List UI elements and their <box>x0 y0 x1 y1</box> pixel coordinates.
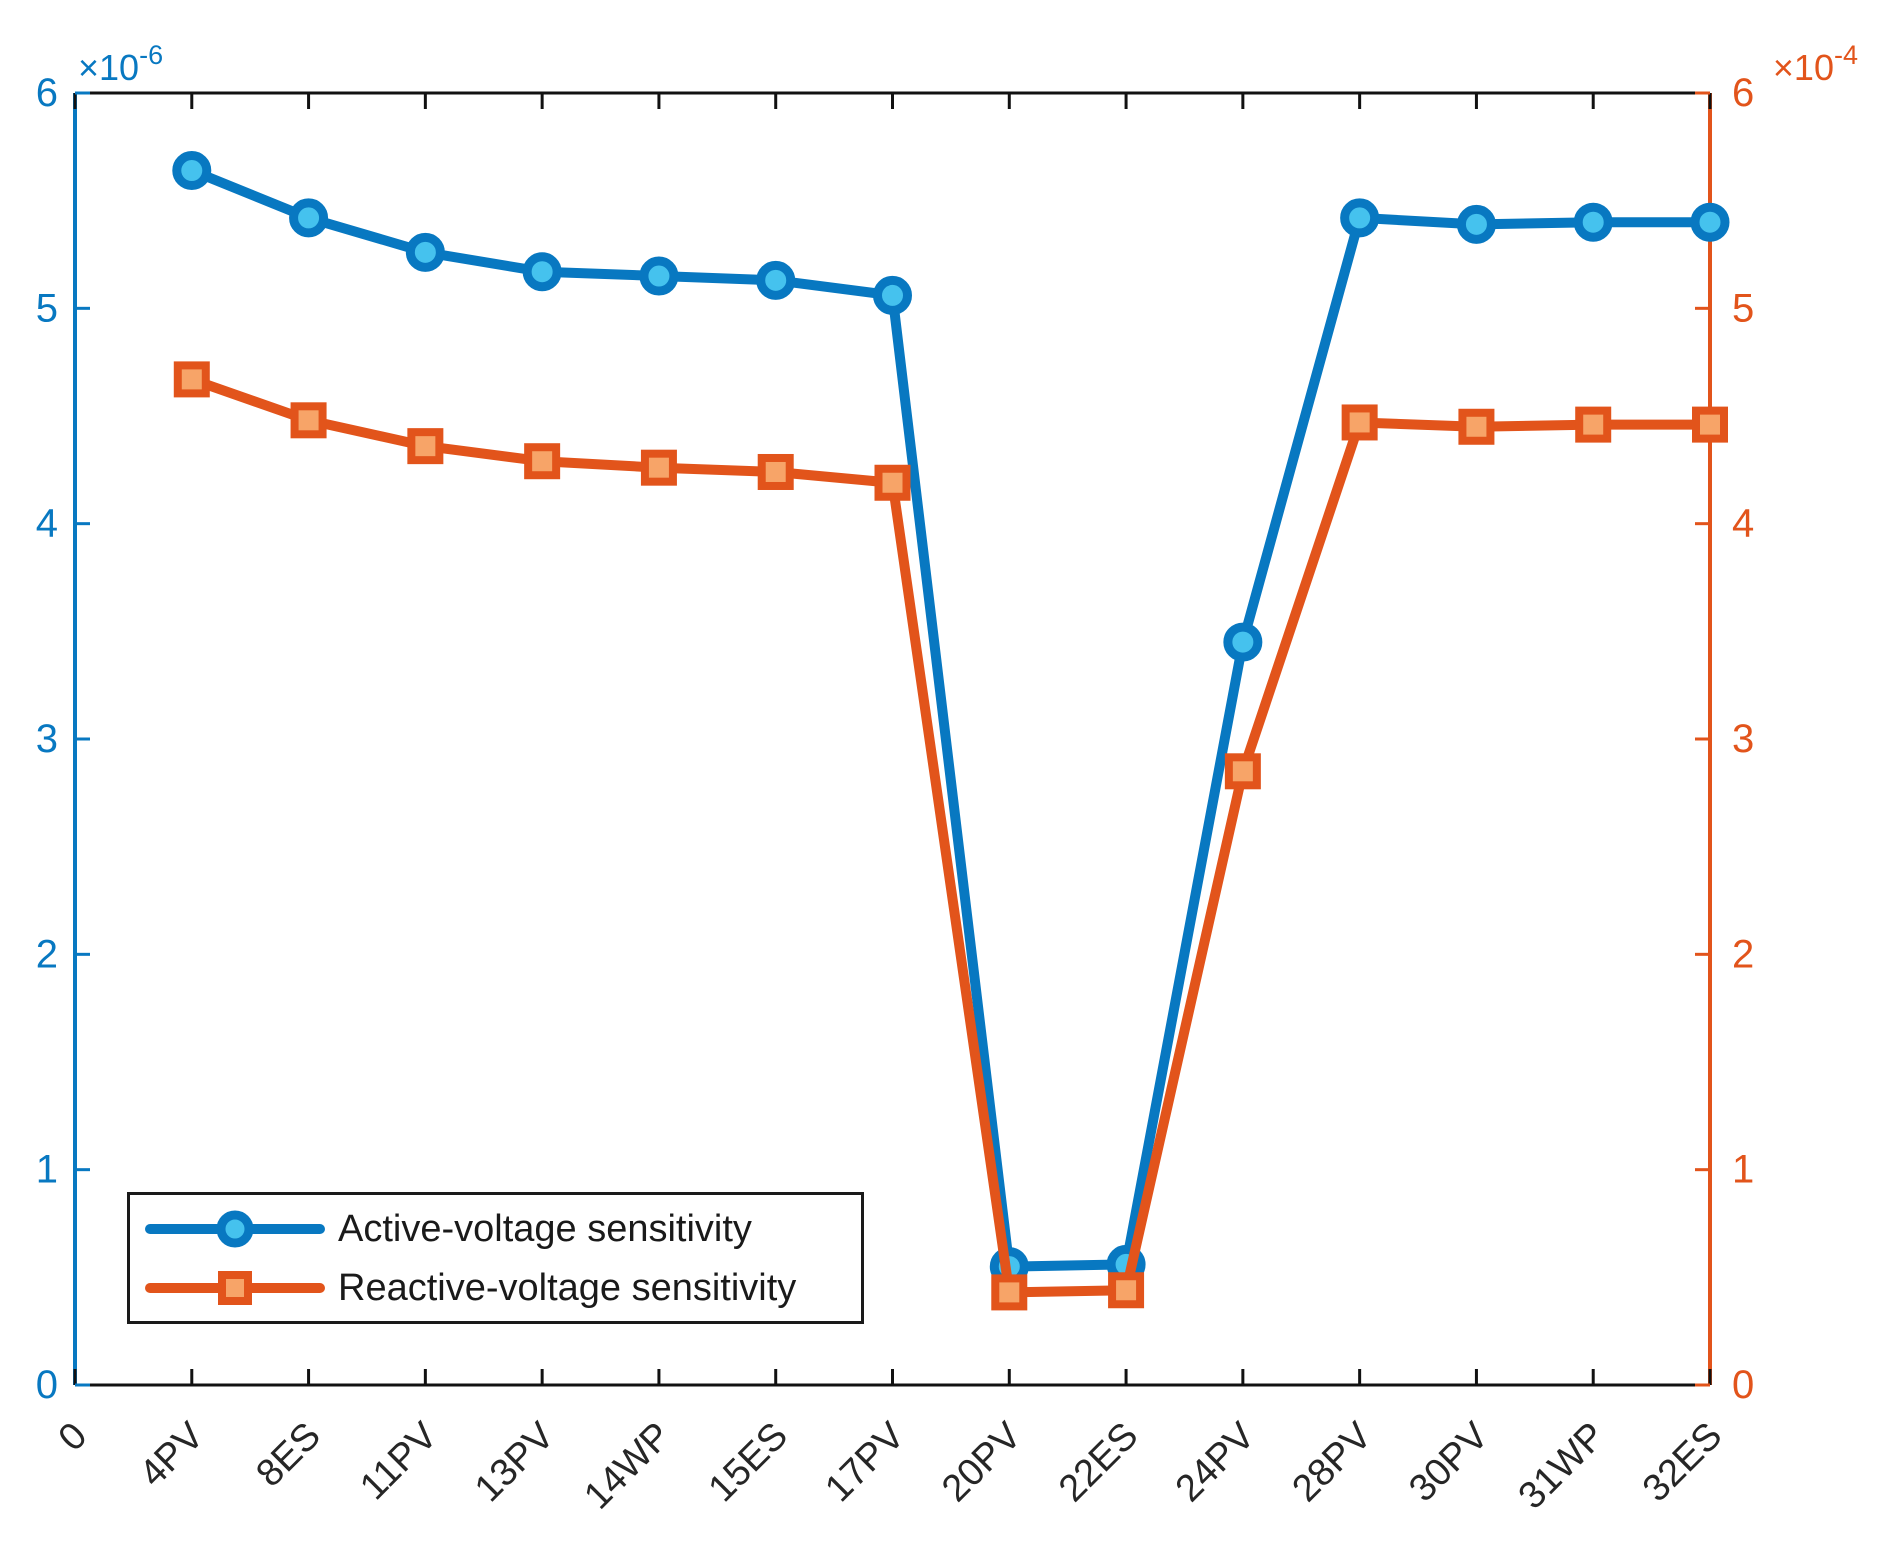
y-tick-label-left: 6 <box>36 71 58 115</box>
data-point-circle <box>1573 202 1613 242</box>
data-point-square <box>1224 753 1261 790</box>
series-line <box>186 374 1715 1298</box>
data-point-circle <box>522 252 562 292</box>
y-tick-label-right: 5 <box>1732 286 1754 330</box>
x-tick-label: 17PV <box>817 1414 913 1510</box>
series-active-voltage <box>172 151 1730 1287</box>
data-point-circle <box>1456 204 1496 244</box>
data-point-square <box>173 361 210 398</box>
y-tick-label-right: 2 <box>1732 932 1754 976</box>
x-tick-label: 4PV <box>132 1414 213 1495</box>
y-tick-label-left: 1 <box>36 1148 58 1192</box>
x-tick-label: 22ES <box>1051 1415 1146 1510</box>
right-exponent-label: ×10-4 <box>1773 40 1858 88</box>
data-point-square <box>524 443 561 480</box>
legend-label-active: Active-voltage sensitivity <box>338 1207 752 1250</box>
y-tick-label-right: 4 <box>1732 502 1754 546</box>
right-axis: 0 1 2 3 4 5 6 ×10-4 <box>1695 40 1858 1407</box>
data-point-square <box>1458 408 1495 445</box>
data-point-circle <box>1223 622 1263 662</box>
y-tick-label-left: 3 <box>36 717 58 761</box>
data-point-circle <box>172 151 212 191</box>
data-point-circle <box>1340 198 1380 238</box>
x-tick-label: 20PV <box>934 1414 1030 1510</box>
y-tick-label-left: 5 <box>36 286 58 330</box>
data-point-square <box>1108 1272 1145 1309</box>
series-reactive-voltage <box>173 361 1728 1311</box>
data-point-circle <box>639 256 679 296</box>
data-point-square <box>290 402 327 439</box>
data-point-circle <box>873 275 912 315</box>
data-point-square <box>407 428 444 465</box>
x-tick-label: 30PV <box>1401 1414 1497 1510</box>
y-tick-label-right: 3 <box>1732 717 1754 761</box>
x-tick-label: 32ES <box>1635 1415 1730 1510</box>
data-point-square <box>991 1274 1028 1311</box>
y-tick-label-left: 0 <box>36 1363 58 1407</box>
y-tick-label-left: 4 <box>36 502 58 546</box>
data-point-square <box>757 453 794 490</box>
x-tick-label: 31WP <box>1511 1415 1614 1518</box>
data-point-square <box>1692 406 1728 443</box>
x-tick-label: 13PV <box>467 1414 563 1510</box>
x-tick-label: 8ES <box>248 1415 328 1495</box>
y-tick-label-right: 0 <box>1732 1363 1754 1407</box>
data-point-circle <box>405 232 445 272</box>
legend-label-reactive: Reactive-voltage sensitivity <box>338 1266 797 1309</box>
legend-line-square-icon <box>145 1270 325 1305</box>
y-tick-label-right: 1 <box>1732 1148 1754 1192</box>
legend-row-active: Active-voltage sensitivity <box>144 1206 861 1252</box>
left-exponent-label: ×10-6 <box>78 40 163 88</box>
legend-box: Active-voltage sensitivity Reactive-volt… <box>127 1192 864 1324</box>
x-tick-label: 0 <box>51 1415 96 1460</box>
y-tick-label-right: 6 <box>1732 71 1754 115</box>
x-tick-label: 28PV <box>1285 1414 1381 1510</box>
data-point-circle <box>756 260 796 300</box>
data-point-circle <box>1690 202 1730 242</box>
x-tick-label: 14WP <box>576 1415 679 1518</box>
data-point-circle <box>289 198 329 238</box>
data-point-square <box>1575 406 1612 443</box>
data-point-square <box>874 464 911 501</box>
x-tick-label: 24PV <box>1168 1414 1264 1510</box>
legend-row-reactive: Reactive-voltage sensitivity <box>144 1265 861 1311</box>
y-tick-label-left: 2 <box>36 932 58 976</box>
x-tick-label: 11PV <box>352 1414 446 1508</box>
series-line <box>186 165 1715 1272</box>
x-tick-label: 15ES <box>701 1415 796 1510</box>
data-point-square <box>640 449 677 486</box>
legend-line-circle-icon <box>145 1210 325 1247</box>
data-point-square <box>1341 404 1378 441</box>
